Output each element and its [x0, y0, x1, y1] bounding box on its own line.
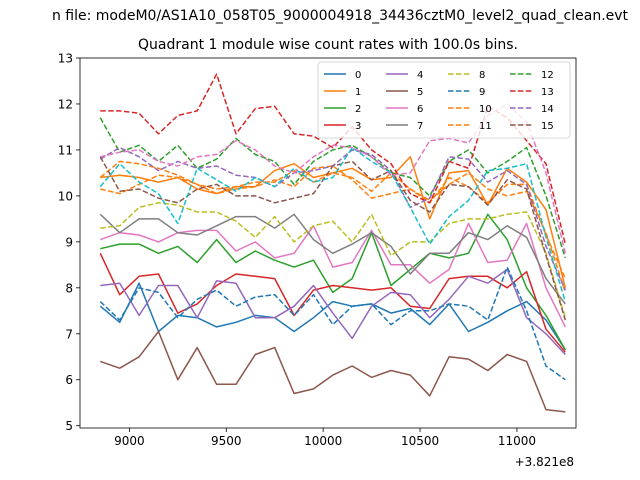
- series-line-5: [100, 330, 566, 413]
- y-axis: 5 6 7 8 9 10 11 12 13: [58, 52, 80, 433]
- series-line-13: [100, 73, 567, 245]
- legend-label: 3: [355, 121, 361, 132]
- legend-label: 12: [541, 70, 554, 81]
- y-tick-label: 8: [65, 281, 73, 295]
- legend-label: 4: [417, 70, 423, 81]
- legend-label: 14: [541, 104, 554, 115]
- legend-box: [317, 61, 571, 139]
- series-line-3: [99, 252, 566, 353]
- legend-label: 5: [417, 87, 423, 98]
- chart-title: Quadrant 1 module wise count rates with …: [138, 37, 518, 53]
- y-tick-label: 11: [58, 143, 73, 157]
- series-line-7: [99, 213, 566, 305]
- series-line-12: [99, 117, 567, 259]
- x-tick-label: 10000: [304, 434, 342, 448]
- figure-suptitle: n file: modeM0/AS1A10_058T05_9000004918_…: [52, 8, 629, 24]
- series-line-11: [99, 160, 567, 293]
- x-tick-label: 9500: [211, 434, 242, 448]
- series-line-2: [100, 213, 566, 351]
- x-axis: 9000 9500 10000 10500 11000: [114, 428, 536, 448]
- y-tick-label: 7: [65, 327, 73, 341]
- x-tick-label: 9000: [114, 434, 145, 448]
- legend-label: 7: [417, 121, 423, 132]
- y-tick-label: 10: [58, 189, 73, 203]
- series-layer: [99, 73, 567, 413]
- series-line-4: [100, 268, 566, 356]
- y-tick-label: 6: [65, 373, 73, 387]
- legend-label: 11: [479, 121, 492, 132]
- y-tick-label: 9: [65, 235, 73, 249]
- legend-label: 10: [479, 104, 492, 115]
- y-tick-label: 5: [65, 419, 73, 433]
- legend-label: 0: [355, 70, 361, 81]
- y-tick-label: 13: [58, 52, 73, 66]
- legend-label: 15: [541, 121, 554, 132]
- legend-label: 8: [479, 70, 485, 81]
- legend-label: 1: [355, 87, 361, 98]
- legend-label: 9: [479, 87, 485, 98]
- series-line-9-cyan: [99, 146, 567, 302]
- series-line-9: [99, 266, 566, 381]
- series-line-8: [100, 202, 567, 318]
- series-line-15: [99, 156, 567, 321]
- series-line-0: [99, 282, 566, 351]
- legend-label: 13: [541, 87, 554, 98]
- x-tick-label: 11000: [498, 434, 536, 448]
- y-tick-label: 12: [58, 97, 73, 111]
- plot-frame: [79, 57, 577, 429]
- x-tick-label: 10500: [401, 434, 439, 448]
- legend-label: 6: [417, 104, 423, 115]
- series-line-10: [100, 165, 566, 279]
- legend-label: 2: [355, 104, 361, 115]
- x-offset-text: +3.821e8: [515, 455, 574, 469]
